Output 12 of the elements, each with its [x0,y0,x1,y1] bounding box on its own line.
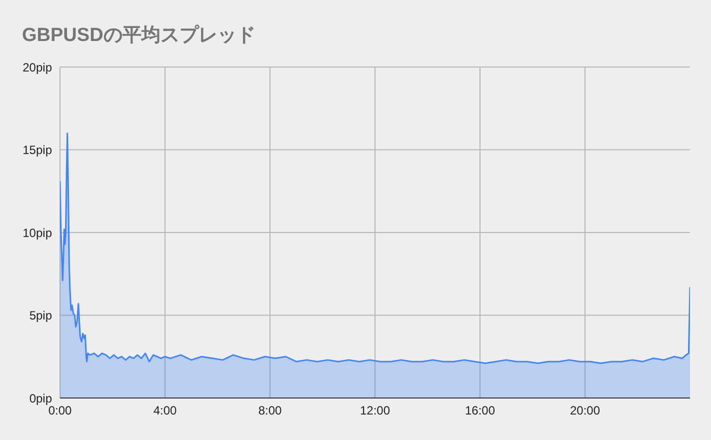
x-tick-label: 16:00 [464,404,496,418]
chart-title: GBPUSDの平均スプレッド [22,24,256,48]
x-tick-label: 0:00 [48,404,72,418]
y-tick-label: 5pip [29,308,52,323]
y-tick-label: 0pip [29,391,52,406]
y-tick-label: 10pip [22,226,52,240]
y-tick-label: 15pip [22,143,52,158]
x-tick-label: 20:00 [570,404,600,418]
x-tick-label: 8:00 [258,404,282,418]
x-tick-label: 12:00 [360,404,390,418]
x-tick-label: 4:00 [153,404,177,418]
y-tick-label: 20pip [22,60,52,74]
